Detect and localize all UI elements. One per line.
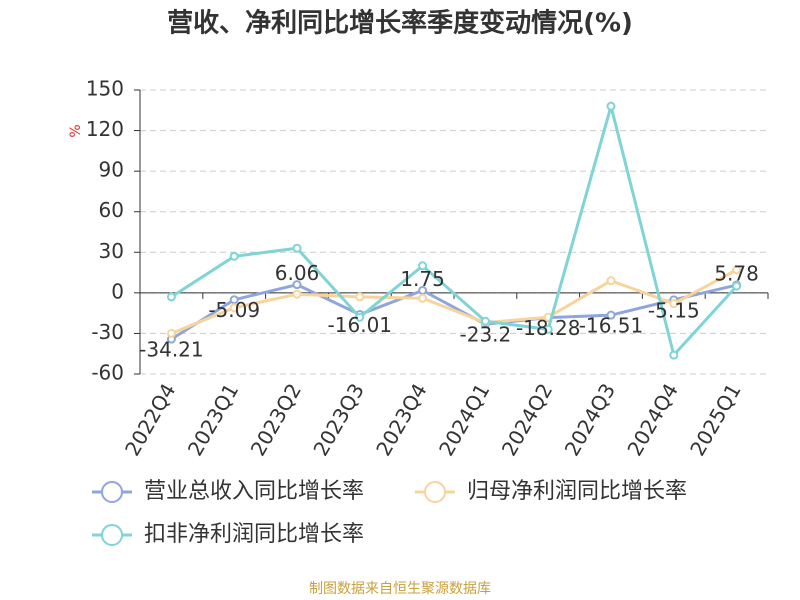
data-label: 6.06 <box>275 261 320 285</box>
data-point <box>543 324 553 334</box>
legend-marker <box>101 524 123 546</box>
data-point <box>480 316 490 326</box>
data-point <box>355 292 365 302</box>
x-tick-label: 2023Q2 <box>246 379 306 460</box>
data-point <box>669 299 679 309</box>
y-tick-label: 150 <box>86 77 124 101</box>
y-tick-label: 0 <box>111 279 124 303</box>
x-tick-label: 2024Q2 <box>497 379 557 460</box>
data-point <box>732 281 742 291</box>
data-point <box>418 261 428 271</box>
data-point <box>355 312 365 322</box>
data-point <box>606 310 616 320</box>
source-note: 制图数据来自恒生聚源数据库 <box>309 581 491 597</box>
data-label: -23.2 <box>460 323 512 347</box>
data-label: -5.09 <box>208 298 260 322</box>
y-tick-label: -60 <box>91 361 124 385</box>
y-tick-label: 90 <box>99 158 124 182</box>
chart-title: 营收、净利同比增长率季度变动情况(%) <box>167 8 633 39</box>
legend-marker <box>424 481 446 503</box>
x-tick-label: 2024Q3 <box>560 379 620 460</box>
data-point <box>292 243 302 253</box>
x-tick-label: 2024Q4 <box>622 379 682 460</box>
legend-label: 扣非净利润同比增长率 <box>144 522 364 547</box>
y-tick-label: 30 <box>99 239 124 263</box>
data-label: -16.51 <box>579 314 643 338</box>
y-tick-label: 120 <box>86 117 124 141</box>
data-point <box>606 101 616 111</box>
legend-label: 营业总收入同比增长率 <box>144 479 364 504</box>
legend-marker <box>101 481 123 503</box>
y-tick-label: 60 <box>99 198 124 222</box>
x-tick-label: 2023Q1 <box>183 379 243 460</box>
legend-label: 归母净利润同比增长率 <box>467 479 687 504</box>
data-point <box>292 280 302 290</box>
x-tick-label: 2022Q4 <box>120 379 180 460</box>
series-line <box>170 100 738 359</box>
data-point <box>732 265 742 275</box>
series-line <box>170 283 737 341</box>
data-label: 5.78 <box>714 262 759 286</box>
data-label: -16.01 <box>328 313 392 337</box>
x-tick-label: 2023Q3 <box>308 379 368 460</box>
data-point <box>229 251 239 261</box>
data-label: -5.15 <box>648 298 700 322</box>
data-label: -34.21 <box>139 338 203 362</box>
data-point <box>606 276 616 286</box>
data-label: -18.28 <box>516 316 580 340</box>
data-point <box>292 289 302 299</box>
y-axis-label: % <box>68 124 84 137</box>
data-point <box>229 303 239 313</box>
x-tick-label: 2024Q1 <box>434 379 494 460</box>
y-tick-label: -30 <box>91 320 124 344</box>
data-point <box>166 292 176 302</box>
data-point <box>669 350 679 360</box>
x-tick-label: 2025Q1 <box>685 379 745 460</box>
x-tick-label: 2023Q4 <box>371 379 431 460</box>
data-label: 1.75 <box>400 267 445 291</box>
data-point <box>418 293 428 303</box>
data-point <box>166 328 176 338</box>
series-line <box>170 268 738 335</box>
